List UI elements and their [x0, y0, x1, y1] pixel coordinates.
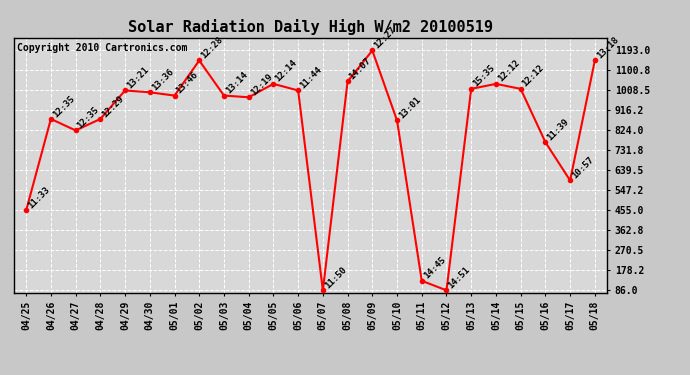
Text: 13:18: 13:18: [595, 35, 620, 60]
Text: 12:12: 12:12: [496, 58, 522, 84]
Text: 12:28: 12:28: [199, 35, 225, 60]
Text: 13:01: 13:01: [397, 95, 422, 120]
Text: 14:51: 14:51: [446, 265, 472, 290]
Text: 12:14: 12:14: [273, 58, 299, 84]
Text: Copyright 2010 Cartronics.com: Copyright 2010 Cartronics.com: [17, 43, 187, 52]
Text: 12:12: 12:12: [521, 63, 546, 89]
Text: 14:45: 14:45: [422, 255, 447, 281]
Text: 12:35: 12:35: [51, 94, 77, 119]
Text: 12:29: 12:29: [100, 94, 126, 119]
Text: 14:07: 14:07: [348, 56, 373, 81]
Text: 11:39: 11:39: [545, 117, 571, 142]
Text: 13:36: 13:36: [150, 67, 175, 92]
Text: 11:50: 11:50: [323, 265, 348, 290]
Text: 11:33: 11:33: [26, 185, 52, 210]
Text: 13:14: 13:14: [224, 70, 249, 96]
Title: Solar Radiation Daily High W/m2 20100519: Solar Radiation Daily High W/m2 20100519: [128, 19, 493, 35]
Text: 13:21: 13:21: [125, 65, 150, 90]
Text: 12:19: 12:19: [248, 72, 274, 97]
Text: 12:27: 12:27: [373, 25, 397, 51]
Text: 12:35: 12:35: [76, 105, 101, 130]
Text: 15:35: 15:35: [471, 63, 497, 89]
Text: 13:46: 13:46: [175, 70, 200, 96]
Text: 10:57: 10:57: [570, 155, 595, 180]
Text: 11:44: 11:44: [298, 65, 324, 90]
